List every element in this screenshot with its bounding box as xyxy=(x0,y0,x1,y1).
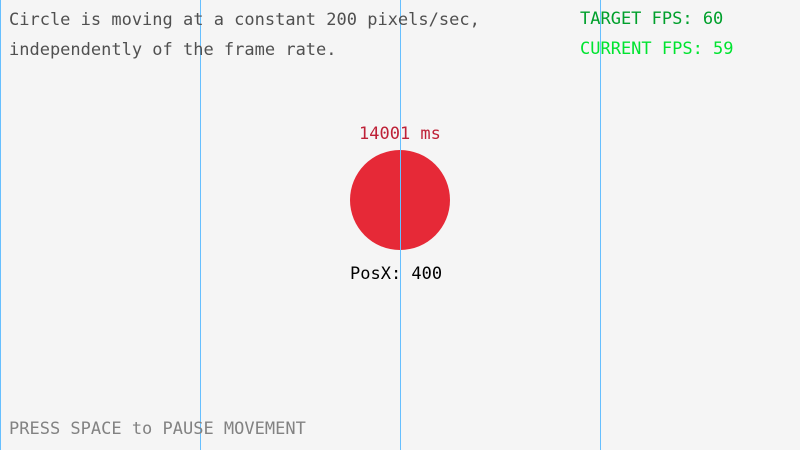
grid-line xyxy=(0,0,1,450)
current-fps: CURRENT FPS: 59 xyxy=(580,39,734,59)
grid-line xyxy=(400,0,401,450)
pause-hint: PRESS SPACE to PAUSE MOVEMENT xyxy=(9,419,306,439)
position-readout: PosX: 400 xyxy=(350,264,443,284)
grid-line xyxy=(200,0,201,450)
grid-line xyxy=(600,0,601,450)
info-text-line2: independently of the frame rate. xyxy=(9,40,337,60)
info-text-line1: Circle is moving at a constant 200 pixel… xyxy=(9,10,480,30)
target-fps: TARGET FPS: 60 xyxy=(580,9,724,29)
elapsed-time: 14001 ms xyxy=(359,124,441,144)
